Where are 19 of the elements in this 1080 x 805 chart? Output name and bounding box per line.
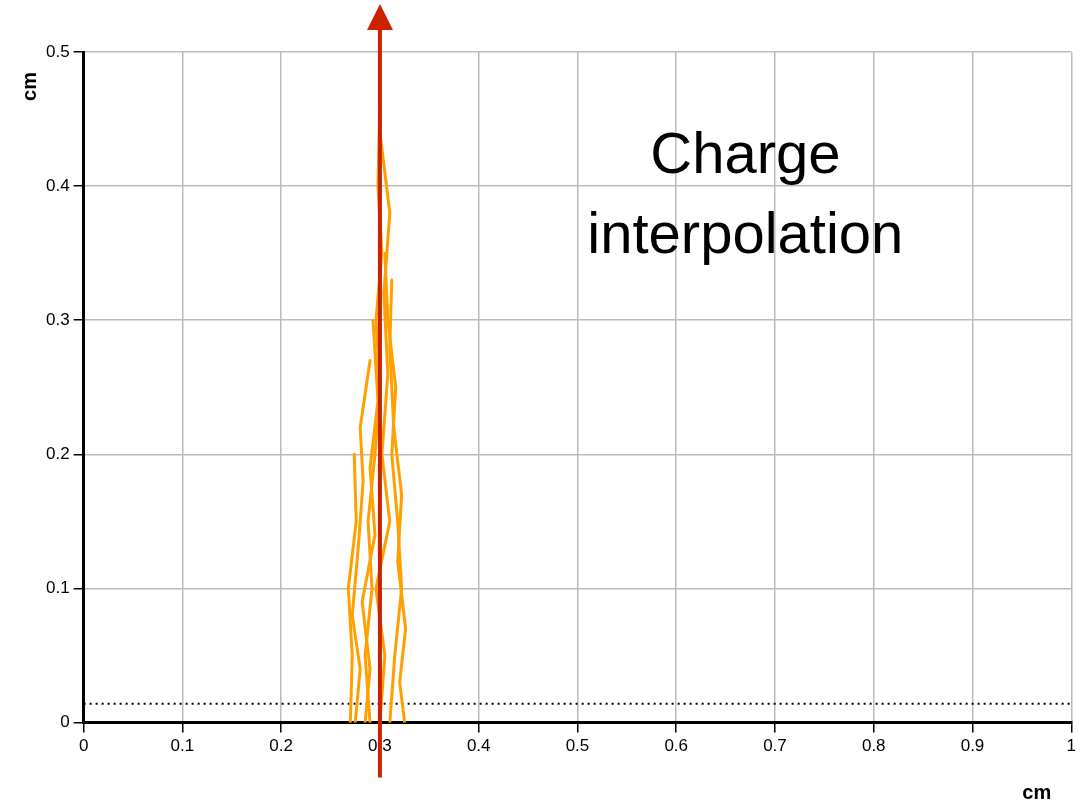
x-tick-label: 0.1 [170, 736, 195, 756]
x-tick-label: 0.4 [466, 736, 491, 756]
y-tick-label: 0.4 [45, 175, 70, 195]
x-tick-label: 1 [1066, 736, 1077, 756]
x-tick-label: 0.8 [861, 736, 886, 756]
y-tick-label: 0.5 [45, 41, 70, 61]
y-tick-label: 0.2 [45, 444, 70, 464]
x-tick-label: 0.7 [763, 736, 787, 756]
annotation: Charge interpolation [587, 119, 904, 265]
y-tick-label: 0.3 [45, 309, 70, 329]
x-tick-label: 0.5 [565, 736, 590, 756]
x-axis-title: cm [1022, 780, 1052, 803]
y-tick-label: 0 [60, 712, 70, 732]
y-tick-label: 0.1 [45, 578, 70, 598]
x-tick-label: 0 [78, 736, 89, 756]
x-tick-label: 0.9 [960, 736, 985, 756]
x-tick-label: 0.6 [664, 736, 689, 756]
y-axis-title: cm [17, 72, 40, 101]
x-tick-label: 0.2 [269, 736, 293, 756]
